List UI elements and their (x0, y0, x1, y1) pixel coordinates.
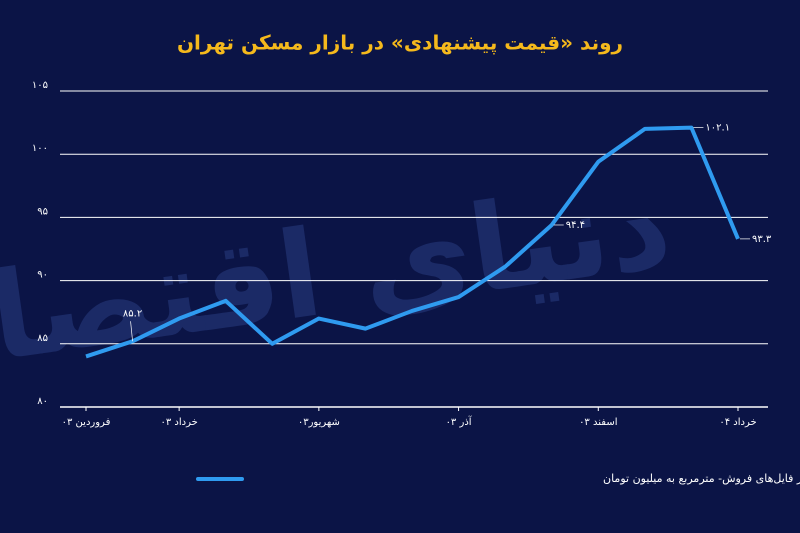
y-tick-label: ۸۰ (37, 396, 48, 407)
value-label: ۱۰۲.۱ (705, 123, 730, 134)
chart-title: روند «قیمت پیشنهادی» در بازار مسکن تهران (177, 31, 623, 56)
x-tick-label: فروردین ۰۳ (62, 417, 111, 428)
legend-label: میانگین «قیمت پیشنهادی» آپارتمان در فایل… (603, 471, 800, 485)
value-label: ۹۴.۴ (566, 220, 585, 231)
y-tick-label: ۹۵ (37, 206, 48, 217)
value-label: ۹۳.۳ (752, 234, 772, 245)
x-tick-label: خرداد ۰۳ (160, 417, 197, 428)
y-tick-label: ۱۰۵ (32, 80, 48, 91)
x-tick-label: شهریور۰۳ (298, 417, 340, 428)
value-label: ۸۵.۲ (123, 308, 142, 319)
line (85, 125, 740, 359)
y-tick-label: ۱۰۰ (32, 143, 48, 154)
label-leader (130, 321, 133, 342)
x-tick-label: آذر ۰۳ (446, 415, 473, 428)
y-tick-label: ۸۵ (37, 333, 48, 344)
y-tick-label: ۹۰ (37, 270, 48, 281)
x-tick-label: اسفند ۰۳ (579, 417, 617, 428)
x-tick-label: خرداد ۰۴ (719, 417, 756, 428)
